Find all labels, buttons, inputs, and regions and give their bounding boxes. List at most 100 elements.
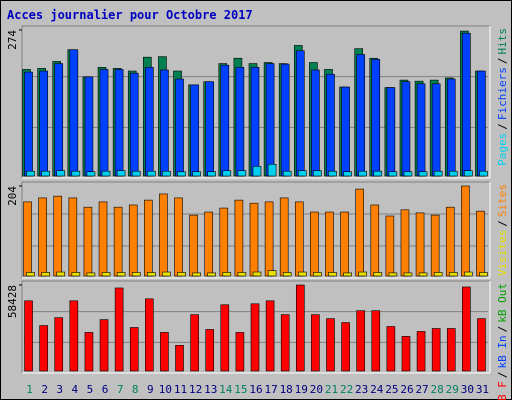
legend-entry: Hits — [496, 28, 509, 55]
bar — [311, 314, 320, 372]
y-tick-label: 274 — [6, 30, 19, 50]
bar — [205, 329, 215, 372]
bar — [192, 171, 201, 177]
bar — [386, 326, 396, 372]
legend-entry: Pages — [496, 133, 509, 166]
bar — [192, 272, 201, 277]
bar — [401, 336, 411, 372]
x-tick-label: 16 — [249, 383, 262, 396]
bar — [69, 300, 79, 372]
x-tick-label: 27 — [415, 383, 428, 396]
bar — [400, 209, 410, 277]
bar — [386, 87, 396, 177]
bar — [144, 199, 153, 277]
bar — [388, 272, 398, 277]
bar — [83, 206, 93, 277]
bar — [403, 272, 413, 277]
legend-entry: kB In — [496, 335, 509, 368]
legend-entry: Fichiers — [496, 67, 509, 120]
bar — [175, 78, 184, 177]
x-tick-label: 1 — [26, 383, 33, 396]
bar — [190, 84, 199, 177]
x-tick-label: 24 — [370, 383, 384, 396]
bar — [264, 201, 274, 277]
bar — [462, 286, 471, 372]
x-tick-label: 26 — [400, 383, 413, 396]
bar — [267, 270, 277, 277]
bar — [249, 202, 259, 277]
legend-entry: kB F — [496, 381, 509, 400]
bar — [41, 272, 50, 277]
x-tick-label: 5 — [87, 383, 94, 396]
legend-separator: / — [496, 123, 509, 130]
x-tick-label: 23 — [355, 383, 368, 396]
legend: Pages / Fichiers / Hits — [496, 28, 509, 166]
bar — [430, 214, 440, 277]
bar — [403, 171, 413, 177]
bar — [313, 170, 322, 177]
x-tick-label: 11 — [174, 383, 187, 396]
x-tick-label: 6 — [102, 383, 109, 396]
bar — [207, 171, 217, 177]
bar — [448, 170, 458, 177]
bar — [431, 83, 441, 177]
bar — [222, 272, 232, 277]
bar — [448, 272, 458, 277]
bar — [99, 69, 109, 177]
bar — [252, 166, 262, 177]
bar — [265, 63, 275, 177]
x-tick-label: 18 — [280, 383, 293, 396]
bar — [234, 199, 244, 277]
bar — [341, 322, 350, 372]
bar — [177, 171, 186, 177]
bar — [280, 314, 290, 372]
bar — [282, 272, 292, 277]
x-tick-label: 8 — [132, 383, 139, 396]
bar — [160, 332, 169, 372]
bar — [113, 206, 123, 277]
bar — [39, 325, 48, 372]
bar — [101, 170, 111, 177]
bar — [461, 185, 470, 277]
bar — [68, 197, 78, 277]
bar — [69, 49, 79, 177]
y-tick-label: 204 — [6, 186, 19, 206]
bar — [265, 300, 275, 372]
x-tick-label: 30 — [461, 383, 474, 396]
bar — [373, 170, 383, 177]
bar — [53, 195, 63, 277]
bar — [38, 197, 47, 277]
bar — [145, 66, 154, 177]
chart-title: Acces journalier pour Octobre 2017 — [7, 8, 253, 22]
bar — [84, 332, 94, 372]
bar — [235, 66, 245, 177]
bar — [295, 284, 305, 372]
legend: Visites / Sites — [496, 184, 509, 276]
x-tick-label: 7 — [117, 383, 124, 396]
legend-separator: / — [496, 58, 509, 65]
bar — [295, 50, 305, 177]
bar — [84, 76, 94, 177]
x-tick-label: 3 — [56, 383, 63, 396]
bar — [401, 81, 411, 177]
bar — [464, 170, 473, 177]
x-tick-label: 9 — [147, 383, 154, 396]
bar — [86, 272, 96, 277]
bar — [297, 271, 307, 277]
x-tick-label: 19 — [295, 383, 308, 396]
bar — [282, 170, 292, 177]
x-tick-label: 28 — [431, 383, 444, 396]
bar — [446, 328, 456, 372]
bar — [250, 66, 260, 177]
bar — [177, 272, 186, 277]
bar — [54, 317, 64, 372]
bar — [131, 272, 141, 277]
bar — [56, 170, 66, 177]
legend-separator: / — [496, 372, 509, 379]
legend-separator: / — [496, 220, 509, 227]
bar — [159, 193, 168, 277]
bar — [24, 71, 33, 177]
y-tick-label: 58428 — [6, 285, 19, 318]
bar — [373, 272, 383, 277]
